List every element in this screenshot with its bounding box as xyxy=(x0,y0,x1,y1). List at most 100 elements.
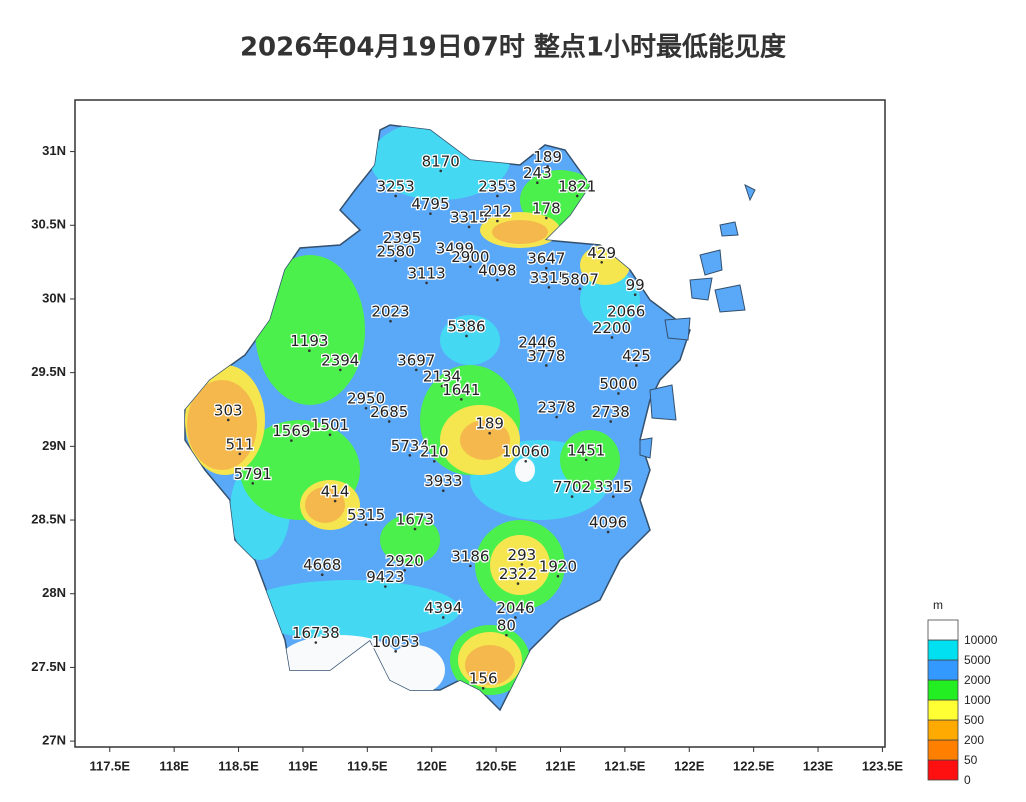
station-value: 2580 xyxy=(377,242,415,260)
station-value: 2685 xyxy=(370,403,408,421)
station-value: 10060 xyxy=(502,443,550,461)
legend-title: m xyxy=(933,598,943,612)
station-dot xyxy=(624,319,628,323)
station-dot xyxy=(465,334,468,338)
station-value: 5000 xyxy=(599,375,637,393)
x-tick-label: 122E xyxy=(674,758,705,773)
station-dot xyxy=(536,350,539,354)
station-value: 3315 xyxy=(530,269,568,287)
y-tick-label: 28N xyxy=(42,585,66,600)
station-dot xyxy=(635,364,638,367)
station-dot xyxy=(413,527,417,531)
station-dot xyxy=(514,616,517,619)
legend-label: 50 xyxy=(964,753,978,767)
station-value: 3499 xyxy=(436,239,474,257)
station-dot xyxy=(387,420,391,423)
y-tick-label: 27N xyxy=(42,733,66,748)
station-dot xyxy=(536,181,539,184)
station-value: 16738 xyxy=(292,624,340,642)
x-tick-label: 122.5E xyxy=(733,758,775,773)
station-value: 1451 xyxy=(567,441,605,459)
station-value: 4096 xyxy=(589,513,627,531)
legend-swatch xyxy=(927,739,959,761)
station-dot xyxy=(606,530,610,534)
station-dot xyxy=(496,278,499,282)
legend-label: 500 xyxy=(964,713,984,727)
station-dot xyxy=(389,319,392,323)
station-value: 2738 xyxy=(592,403,630,421)
station-dot xyxy=(328,433,332,437)
map-fill xyxy=(184,124,756,712)
station-dot xyxy=(617,392,620,395)
chart-title: 2026年04月19日07时 整点1小时最低能见度 xyxy=(240,32,786,63)
station-dot xyxy=(440,384,444,388)
y-tick-label: 30.5N xyxy=(31,217,66,232)
station-value: 414 xyxy=(321,483,350,501)
station-value: 2023 xyxy=(371,303,409,321)
station-value: 2900 xyxy=(451,248,489,266)
legend-label: 5000 xyxy=(964,653,991,667)
station-value: 4394 xyxy=(424,599,462,617)
station-value: 5315 xyxy=(347,506,385,524)
station-dot xyxy=(429,212,432,215)
station-dot xyxy=(570,495,574,498)
station-dot xyxy=(524,459,528,463)
x-tick-label: 119.5E xyxy=(347,758,388,773)
station-value: 2200 xyxy=(593,319,631,337)
station-value: 4668 xyxy=(303,556,341,574)
station-value: 2394 xyxy=(321,351,359,369)
station-value: 5386 xyxy=(447,317,485,335)
station-dot xyxy=(520,563,524,566)
legend-swatch xyxy=(927,679,959,701)
station-dot xyxy=(308,349,311,353)
y-tick-label: 27.5N xyxy=(31,659,66,674)
station-dot xyxy=(545,364,548,367)
station-value: 212 xyxy=(483,203,512,221)
x-tick-label: 119E xyxy=(288,758,318,773)
station-value: 8170 xyxy=(422,152,460,170)
station-dot xyxy=(481,686,485,690)
legend-swatch xyxy=(927,659,959,681)
station-dot xyxy=(425,281,428,285)
station-dot xyxy=(505,633,508,637)
station-dot xyxy=(338,368,342,372)
station-value: 2134 xyxy=(423,368,461,386)
station-dot xyxy=(441,489,445,493)
station-dot xyxy=(408,454,412,457)
legend-label: 0 xyxy=(964,773,971,787)
legend-swatch xyxy=(927,759,959,781)
station-value: 429 xyxy=(587,244,616,262)
station-dot xyxy=(545,216,548,220)
station-dot xyxy=(290,439,293,442)
station-dot xyxy=(394,259,397,263)
station-dot xyxy=(547,286,551,289)
x-tick-label: 117.5E xyxy=(90,758,131,773)
station-dot xyxy=(545,266,548,270)
y-tick-label: 31N xyxy=(42,143,66,158)
station-value: 156 xyxy=(469,670,498,688)
station-value: 9423 xyxy=(366,568,404,586)
station-value: 189 xyxy=(475,415,504,433)
station-value: 2378 xyxy=(538,399,576,417)
station-dot xyxy=(441,616,445,619)
station-value: 2920 xyxy=(386,552,424,570)
station-dot xyxy=(394,650,397,653)
legend-swatch xyxy=(927,699,959,721)
station-dot xyxy=(364,406,368,410)
station-dot xyxy=(469,265,472,268)
station-dot xyxy=(314,641,318,644)
station-value: 4795 xyxy=(411,195,449,213)
legend-label: 10000 xyxy=(964,633,998,647)
station-dot xyxy=(555,415,558,419)
station-dot xyxy=(333,499,337,503)
station-value: 511 xyxy=(226,435,255,453)
station-value: 1821 xyxy=(558,177,596,195)
x-tick-label: 120.5E xyxy=(475,758,517,773)
station-value: 2353 xyxy=(478,177,516,195)
station-dot xyxy=(320,573,324,577)
plot-frame xyxy=(74,99,886,748)
station-value: 4098 xyxy=(478,261,516,279)
station-value: 1193 xyxy=(290,332,328,350)
